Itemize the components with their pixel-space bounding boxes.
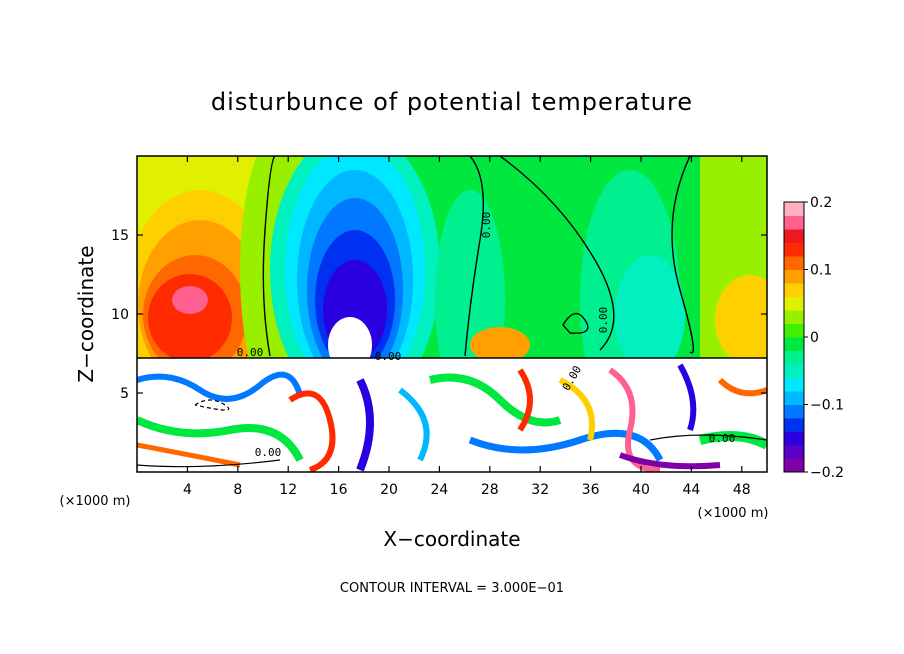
y-tick-label: 15: [111, 228, 129, 244]
x-unit-label-left: (×1000 m): [60, 494, 131, 509]
field-swirl: [398, 387, 430, 462]
y-axis-ticks: 5 10 15: [111, 228, 767, 402]
y-tick-label: 5: [120, 386, 129, 402]
colorbar-cell: [784, 215, 804, 230]
x-tick-label: 24: [430, 482, 448, 498]
contour-label: 0.00: [709, 432, 736, 445]
x-tick-label: 32: [531, 482, 549, 498]
x-axis-label: X−coordinate: [383, 527, 520, 551]
x-tick-label: 8: [233, 482, 242, 498]
colorbar-cell: [784, 445, 804, 459]
field-swirl: [517, 368, 533, 432]
x-axis-ticks: 4 8 12 16 20 24 28 32 36 40 44 48: [183, 156, 751, 498]
colorbar-cell: [784, 283, 804, 297]
x-tick-label: 12: [279, 482, 297, 498]
x-tick-label: 20: [380, 482, 398, 498]
colorbar: 0.2 0.1 0 −0.1 −0.2: [783, 195, 844, 481]
colorbar-cell: [784, 310, 804, 324]
contour-label: 0.00: [237, 346, 264, 359]
x-tick-label: 48: [733, 482, 751, 498]
colorbar-cell: [784, 350, 804, 365]
y-tick-label: 10: [111, 307, 129, 323]
colorbar-cell: [784, 256, 804, 270]
colorbar-cell: [784, 229, 804, 243]
colorbar-cell: [784, 296, 804, 311]
contour-line: [137, 459, 281, 468]
field-swirl: [137, 442, 241, 468]
field-swirl: [717, 377, 767, 397]
x-tick-label: 40: [632, 482, 650, 498]
colorbar-tick-label: −0.1: [810, 398, 844, 414]
colorbar-cell: [784, 404, 804, 419]
colorbar-cell: [784, 269, 804, 284]
colorbar-cell: [784, 418, 804, 432]
contour-line: [194, 399, 230, 411]
contour-label: 0.00: [480, 212, 493, 239]
field-swirl: [137, 416, 304, 462]
field-swirl: [288, 390, 336, 472]
x-tick-label: 16: [330, 482, 348, 498]
colorbar-cell: [784, 458, 804, 473]
colorbar-cell: [784, 377, 804, 392]
field-swirl: [618, 452, 721, 470]
contour-label: 0.00: [375, 350, 402, 363]
colorbar-cell: [784, 202, 804, 216]
contour-label: 0.00: [597, 307, 610, 334]
field-blob: [715, 275, 767, 365]
colorbar-cell: [784, 391, 804, 405]
contour-line: [464, 156, 484, 357]
field-swirl: [677, 363, 697, 431]
contour-label: 0.00: [255, 446, 282, 459]
contour-line: [262, 156, 276, 357]
field-blob: [470, 327, 530, 363]
colorbar-cell: [784, 364, 804, 378]
colorbar-cell: [784, 431, 804, 446]
field-swirl: [429, 373, 562, 427]
colorbar-tick-label: −0.2: [810, 465, 844, 481]
colorbar-cell: [784, 337, 804, 351]
field-swirl: [137, 371, 303, 402]
x-tick-label: 44: [682, 482, 700, 498]
field-blob: [615, 255, 685, 375]
colorbar-cells: [784, 202, 804, 473]
plot-area: 0.00 0.00 0.00 0.00 0.00 0.00 0.00 4 8 12 1…: [111, 155, 768, 498]
colorbar-ticks: 0.2 0.1 0 −0.1 −0.2: [804, 195, 844, 481]
contour-line: [671, 156, 695, 354]
field-swirl: [468, 429, 664, 462]
contour-line: [649, 434, 767, 441]
colorbar-tick-label: 0: [810, 330, 819, 346]
colorbar-cell: [784, 323, 804, 338]
x-tick-label: 36: [582, 482, 600, 498]
x-tick-label: 4: [183, 482, 192, 498]
x-tick-label: 28: [481, 482, 499, 498]
heatmap-field: [137, 156, 767, 472]
x-unit-label-right: (×1000 m): [698, 506, 769, 521]
colorbar-cell: [784, 242, 804, 257]
contour-line: [562, 312, 589, 334]
contour-line: [499, 156, 615, 351]
field-swirl: [356, 378, 374, 472]
field-blob: [148, 274, 232, 362]
colorbar-tick-label: 0.1: [810, 263, 832, 279]
chart-title: disturbunce of potential temperature: [211, 88, 693, 116]
colorbar-tick-label: 0.2: [810, 195, 832, 211]
y-axis-label: Z−coordinate: [74, 245, 98, 382]
field-swirl: [558, 377, 595, 441]
contour-interval-note: CONTOUR INTERVAL = 3.000E−01: [340, 581, 564, 596]
field-blob: [172, 286, 208, 314]
